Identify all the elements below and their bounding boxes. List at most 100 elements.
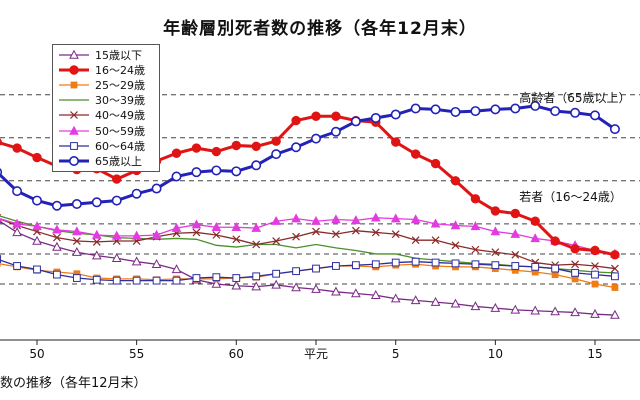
legend-swatch <box>59 99 89 101</box>
data-point-7-11 <box>191 167 202 178</box>
data-point-0-20 <box>370 289 381 299</box>
data-point-7-8 <box>131 188 142 199</box>
data-point-6-17 <box>312 264 320 273</box>
legend-marker <box>70 111 78 120</box>
data-point-4-30 <box>571 260 579 269</box>
legend-label: 65歳以上 <box>95 154 142 168</box>
data-point-4-15 <box>272 237 281 245</box>
legend-swatch <box>59 155 89 166</box>
data-point-6-12 <box>212 273 221 282</box>
data-point-5-2 <box>12 218 22 228</box>
data-point-4-26 <box>491 248 500 257</box>
data-point-7-17 <box>310 133 321 144</box>
data-point-1-13 <box>231 140 241 151</box>
data-point-7-9 <box>151 183 162 194</box>
data-point-1-1 <box>0 138 2 146</box>
data-point-4-4 <box>53 233 61 242</box>
data-point-1-21 <box>391 137 401 147</box>
data-point-1-27 <box>510 208 520 219</box>
data-point-5-19 <box>351 215 361 225</box>
data-point-6-10 <box>172 276 181 285</box>
data-point-0-30 <box>570 307 580 317</box>
data-point-6-15 <box>272 269 281 278</box>
data-point-6-4 <box>53 270 61 279</box>
data-point-1-18 <box>331 111 341 121</box>
data-point-0-15 <box>271 279 281 289</box>
data-point-0-31 <box>590 308 600 318</box>
data-point-5-8 <box>131 230 142 240</box>
data-point-1-17 <box>311 111 321 121</box>
data-point-0-22 <box>410 295 421 305</box>
legend-swatch <box>59 111 89 120</box>
data-point-0-28 <box>530 305 541 315</box>
legend-label: 15歳以下 <box>95 48 142 62</box>
data-point-0-25 <box>470 301 481 311</box>
data-point-7-27 <box>510 103 521 114</box>
data-point-2-30 <box>571 275 579 283</box>
data-point-2-1 <box>0 260 1 267</box>
data-point-7-23 <box>430 104 441 115</box>
data-point-4-31 <box>591 262 599 270</box>
data-point-5-3 <box>32 221 42 231</box>
data-point-7-13 <box>231 166 242 177</box>
legend-marker <box>70 81 78 89</box>
data-point-1-24 <box>450 176 461 186</box>
data-point-7-2 <box>12 186 23 197</box>
data-point-5-22 <box>410 214 421 224</box>
series-annotation-1: 若者（16〜24歳） <box>519 190 622 204</box>
data-point-7-15 <box>271 149 282 160</box>
data-point-0-19 <box>351 288 361 298</box>
legend-swatch <box>59 81 89 89</box>
series-line-0 <box>0 220 615 316</box>
data-point-0-23 <box>430 296 441 306</box>
data-point-6-30 <box>571 268 579 277</box>
data-point-7-7 <box>111 195 122 206</box>
data-point-7-22 <box>410 103 421 114</box>
x-tick-label-2: 60 <box>229 347 244 361</box>
data-point-4-24 <box>451 241 460 250</box>
legend-swatch <box>59 49 89 59</box>
data-point-6-24 <box>451 259 460 268</box>
legend-swatch <box>59 65 89 75</box>
data-point-1-2 <box>12 143 22 153</box>
data-point-7-5 <box>71 199 82 210</box>
data-point-2-29 <box>551 271 559 278</box>
legend-item: 65歳以上 <box>57 153 155 168</box>
data-point-4-25 <box>471 245 480 254</box>
data-point-6-6 <box>92 275 101 284</box>
data-point-0-17 <box>311 283 321 293</box>
data-point-4-14 <box>252 240 261 249</box>
data-point-6-3 <box>33 265 41 274</box>
data-point-7-30 <box>570 107 581 118</box>
data-point-4-17 <box>312 227 320 236</box>
data-point-6-20 <box>371 260 380 269</box>
footer-caption: 数の推移（各年12月末） <box>0 376 147 391</box>
data-point-5-12 <box>211 222 222 231</box>
data-point-1-29 <box>550 236 560 246</box>
data-point-7-6 <box>91 197 102 208</box>
data-point-1-15 <box>271 136 281 146</box>
data-point-4-19 <box>351 226 360 235</box>
data-point-7-16 <box>291 142 302 153</box>
data-point-7-4 <box>51 200 62 211</box>
data-point-6-19 <box>351 261 360 270</box>
data-point-7-21 <box>390 109 401 120</box>
x-tick-label-1: 55 <box>129 347 144 361</box>
data-point-7-32 <box>609 124 620 135</box>
data-point-7-18 <box>330 126 341 137</box>
data-point-4-13 <box>232 235 241 244</box>
data-point-6-29 <box>551 264 560 273</box>
data-point-6-13 <box>232 274 241 282</box>
data-point-6-2 <box>13 262 21 270</box>
data-point-7-25 <box>470 106 481 117</box>
data-point-1-32 <box>610 250 620 260</box>
data-point-0-27 <box>510 304 521 314</box>
data-point-1-23 <box>430 158 441 169</box>
legend-swatch <box>59 141 89 150</box>
data-point-1-11 <box>191 143 202 153</box>
data-point-5-27 <box>510 228 521 238</box>
data-point-5-18 <box>331 214 341 224</box>
x-tick-label-3: 平元 <box>304 347 328 361</box>
data-point-1-16 <box>291 115 301 126</box>
